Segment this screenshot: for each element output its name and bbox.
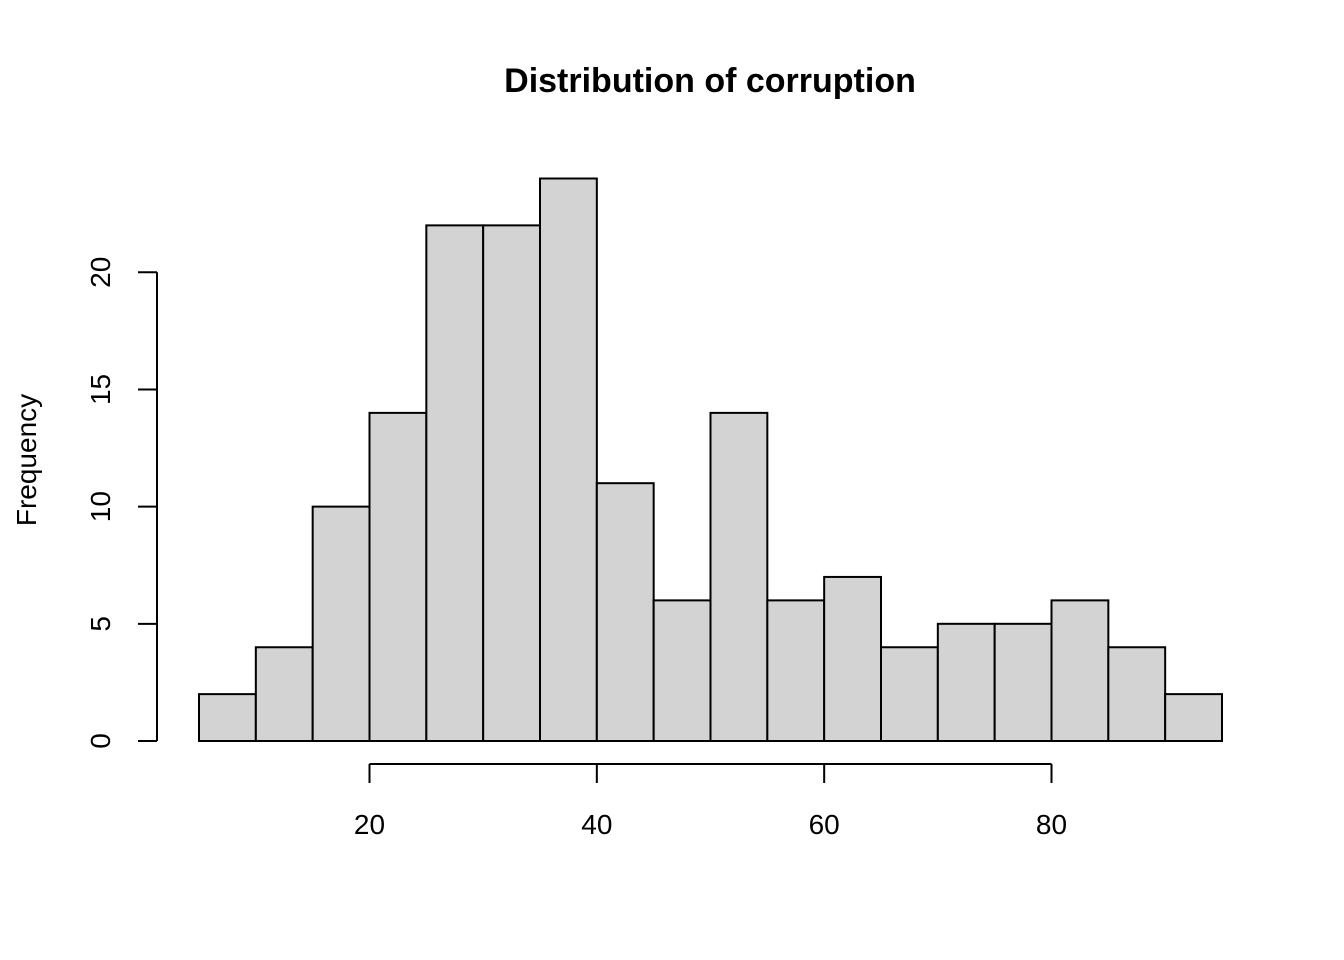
histogram-bar-6 <box>482 224 541 742</box>
histogram-bar-10 <box>709 411 769 742</box>
y-tick-label-10: 10 <box>85 491 116 522</box>
histogram-bar-14 <box>936 622 996 742</box>
histogram-bar-18 <box>1164 693 1223 742</box>
histogram-bar-7 <box>539 177 598 742</box>
x-tick-label-40: 40 <box>581 809 612 840</box>
histogram-bar-9 <box>652 599 712 742</box>
histogram-bar-5 <box>425 224 485 742</box>
histogram-bar-3 <box>311 505 371 742</box>
chart-title: Distribution of corruption <box>504 62 916 100</box>
y-tick-label-5: 5 <box>85 616 116 632</box>
x-tick-label-80: 80 <box>1036 809 1067 840</box>
x-tick-label-60: 60 <box>809 809 840 840</box>
histogram-bar-1 <box>198 693 257 742</box>
x-tick-label-20: 20 <box>354 809 385 840</box>
bars-group <box>198 177 1223 742</box>
histogram-bar-13 <box>880 646 939 742</box>
histogram-bar-8 <box>595 482 655 742</box>
histogram-bar-11 <box>766 599 826 742</box>
y-axis-label: Frequency <box>11 394 42 526</box>
y-tick-label-15: 15 <box>85 374 116 405</box>
histogram-bar-17 <box>1107 646 1167 742</box>
y-axis: 0 5 10 15 20 <box>85 257 158 749</box>
histogram-bar-4 <box>368 411 428 742</box>
histogram-bar-12 <box>823 575 883 742</box>
histogram-bar-15 <box>993 622 1053 742</box>
histogram-bar-2 <box>254 646 314 742</box>
y-tick-label-0: 0 <box>85 733 116 749</box>
histogram-bar-16 <box>1050 599 1110 742</box>
x-axis: 20 40 60 80 <box>354 763 1067 840</box>
y-tick-label-20: 20 <box>85 257 116 288</box>
